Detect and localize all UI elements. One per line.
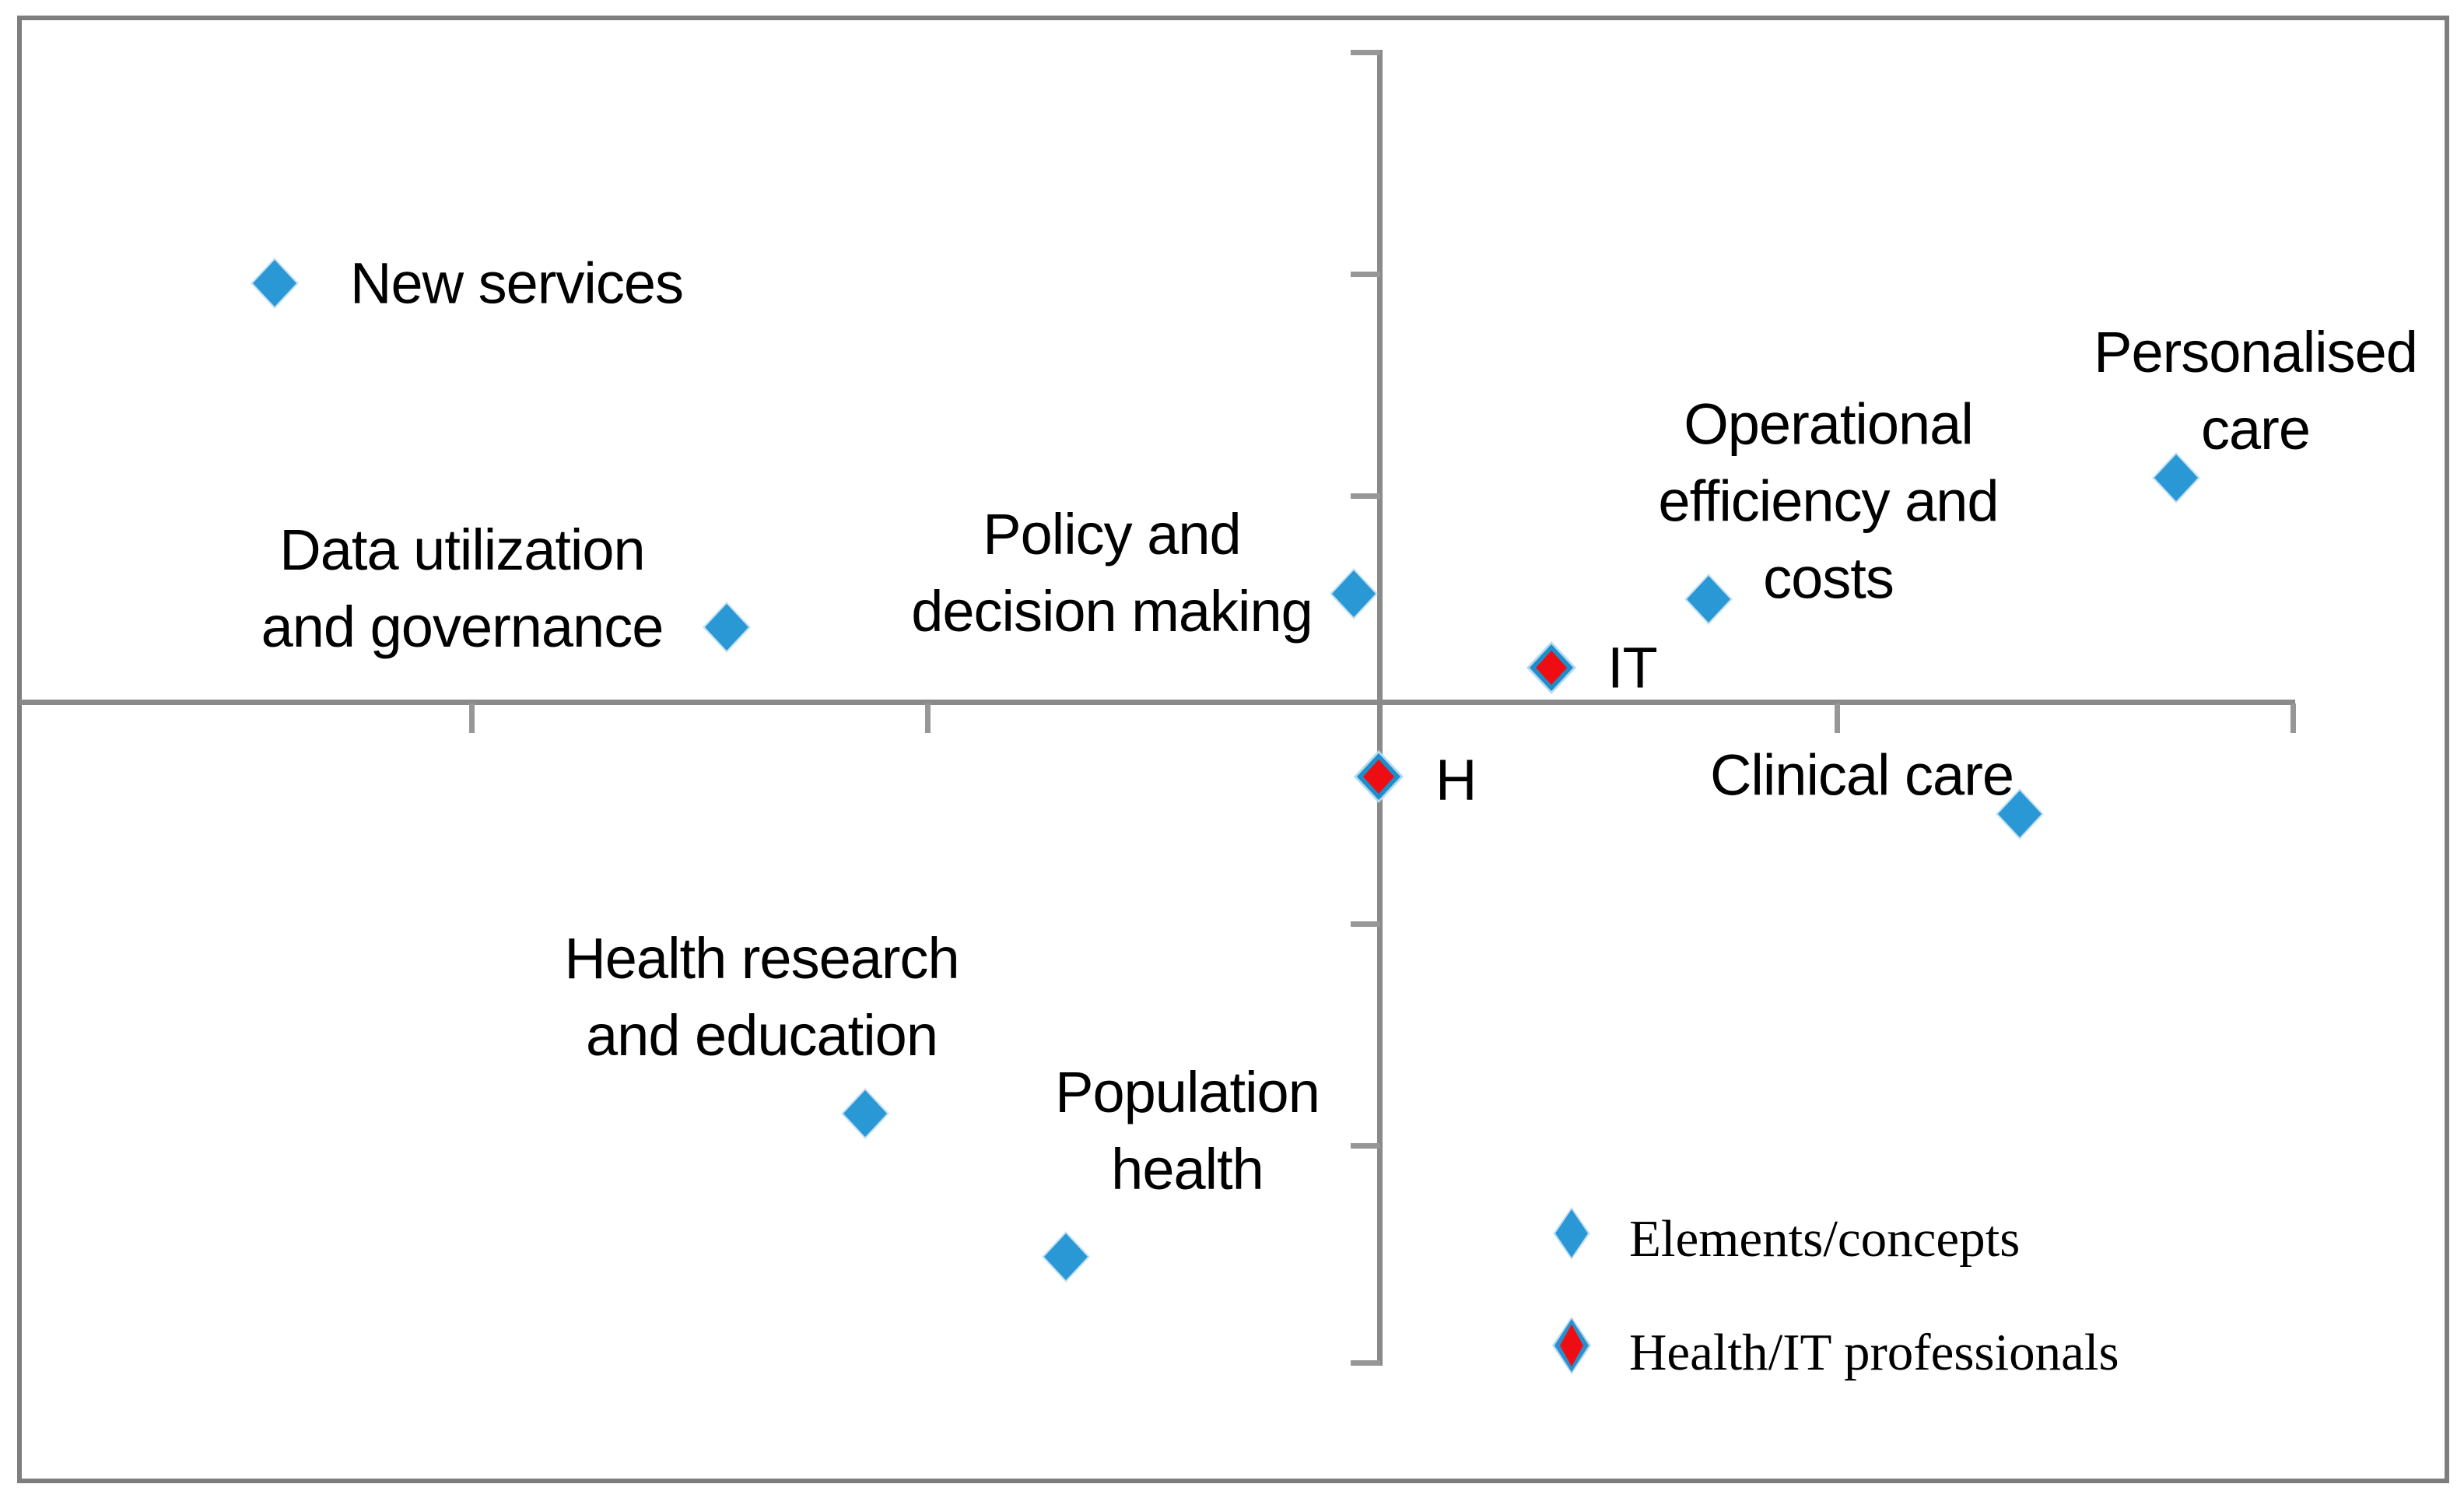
label-population-health: Population health	[1055, 1060, 1320, 1202]
label-new-services: New services	[350, 251, 684, 316]
plot-border	[17, 16, 2449, 1483]
legend-label-elements: Elements/concepts	[1629, 1210, 2021, 1268]
label-operational: Operational efficiency and costs	[1658, 391, 1999, 611]
label-health-research: Health research and education	[564, 926, 959, 1068]
y-axis-tick	[1351, 921, 1380, 927]
y-axis-line	[1377, 50, 1383, 1366]
x-axis-tick	[925, 703, 931, 733]
x-axis-tick	[2291, 703, 2296, 733]
y-axis-tick	[1351, 272, 1380, 277]
label-h: H	[1435, 747, 1477, 812]
y-axis-tick	[1351, 50, 1380, 55]
x-axis-tick	[1835, 703, 1840, 733]
x-axis-tick	[469, 703, 475, 733]
y-axis-tick	[1351, 1143, 1380, 1149]
label-policy: Policy and decision making	[911, 502, 1313, 644]
x-axis-line	[19, 700, 2295, 705]
label-clinical-care: Clinical care	[1709, 742, 2014, 808]
label-personalised-care: Personalised care	[2094, 320, 2418, 461]
label-data-utilization: Data utilization and governance	[261, 517, 664, 659]
y-axis-tick	[1351, 1360, 1380, 1366]
legend-label-professionals: Health/IT professionals	[1629, 1324, 2119, 1381]
label-it: IT	[1607, 635, 1658, 700]
y-axis-tick	[1351, 493, 1380, 499]
